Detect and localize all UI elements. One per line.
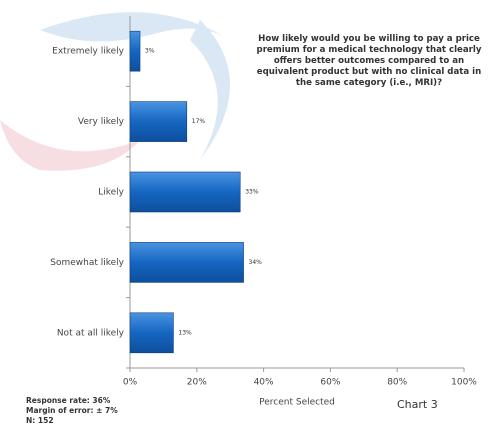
x-tick-label: 40% xyxy=(254,378,274,388)
x-tick-label: 80% xyxy=(387,378,407,388)
value-label: 34% xyxy=(249,259,263,266)
chart-label: Chart 3 xyxy=(397,398,438,411)
value-label: 17% xyxy=(192,118,206,125)
bar xyxy=(129,171,241,213)
footnote: Margin of error: ± 7% xyxy=(26,406,118,415)
chart-title: How likely would you be willing to pay a… xyxy=(256,34,482,88)
bar xyxy=(129,101,188,142)
bar xyxy=(129,312,174,354)
value-label: 13% xyxy=(178,329,192,336)
y-tick-label: Not at all likely xyxy=(57,328,125,338)
x-tick-label: 100% xyxy=(451,378,477,388)
y-tick-label: Very likely xyxy=(78,117,125,127)
bar xyxy=(129,242,244,283)
x-tick-label: 0% xyxy=(123,378,138,388)
x-tick-label: 60% xyxy=(320,378,340,388)
value-label: 33% xyxy=(245,189,259,196)
footnote: N: 152 xyxy=(26,416,54,425)
y-tick-label: Extremely likely xyxy=(52,47,125,57)
y-tick-label: Somewhat likely xyxy=(50,258,124,268)
x-tick-label: 20% xyxy=(187,378,207,388)
footnote: Response rate: 36% xyxy=(26,396,111,405)
value-label: 3% xyxy=(145,48,155,55)
bar xyxy=(129,30,141,72)
y-tick-label: Likely xyxy=(98,188,124,198)
x-axis-label: Percent Selected xyxy=(259,398,335,408)
watermark xyxy=(0,12,230,171)
